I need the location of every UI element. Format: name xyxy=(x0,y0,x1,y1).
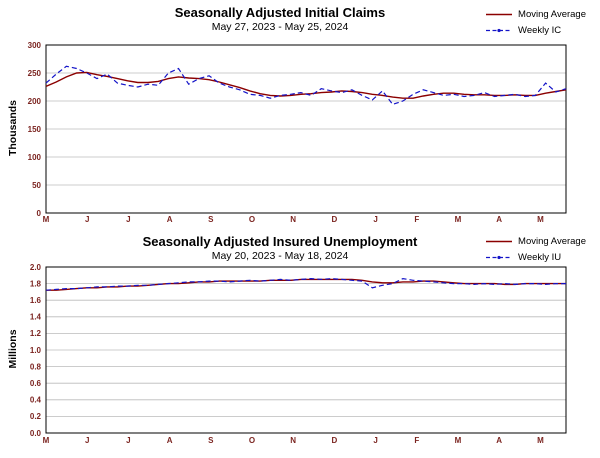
weekly-ic-line-sample xyxy=(486,28,513,33)
svg-text:J: J xyxy=(126,436,130,445)
legend: Moving Average Weekly IC xyxy=(485,9,586,36)
chart-subtitle: May 20, 2023 - May 18, 2024 xyxy=(211,250,349,262)
svg-text:200: 200 xyxy=(28,97,42,106)
legend-label: Weekly IU xyxy=(518,252,562,263)
svg-text:0.0: 0.0 xyxy=(30,429,42,438)
svg-text:A: A xyxy=(167,436,173,445)
svg-text:A: A xyxy=(167,215,173,224)
chart-title: Seasonally Adjusted Initial Claims xyxy=(174,5,386,20)
initial-claims-chart: Seasonally Adjusted Initial Claims May 2… xyxy=(7,5,586,224)
legend-item-moving-average: Moving Average xyxy=(485,236,586,247)
legend-label: Moving Average xyxy=(518,9,586,20)
svg-text:J: J xyxy=(85,215,89,224)
svg-text:250: 250 xyxy=(28,69,42,78)
svg-text:300: 300 xyxy=(28,41,42,50)
svg-text:D: D xyxy=(332,436,338,445)
svg-text:M: M xyxy=(43,436,50,445)
svg-text:0.8: 0.8 xyxy=(30,362,42,371)
svg-text:M: M xyxy=(537,436,544,445)
svg-text:A: A xyxy=(496,436,502,445)
svg-text:M: M xyxy=(537,215,544,224)
svg-text:M: M xyxy=(455,436,462,445)
svg-text:1.6: 1.6 xyxy=(30,296,42,305)
svg-text:1.8: 1.8 xyxy=(30,279,42,288)
legend-item-moving-average: Moving Average xyxy=(485,9,586,20)
chart-subtitle: May 27, 2023 - May 25, 2024 xyxy=(211,21,349,33)
svg-text:F: F xyxy=(414,436,419,445)
legend: Moving Average Weekly IU xyxy=(485,236,586,263)
legend-item-weekly-ic: Weekly IC xyxy=(485,25,586,36)
chart-title: Seasonally Adjusted Insured Unemployment xyxy=(142,234,418,249)
svg-text:J: J xyxy=(85,436,89,445)
svg-text:S: S xyxy=(208,436,214,445)
svg-text:150: 150 xyxy=(28,125,42,134)
svg-text:50: 50 xyxy=(32,181,41,190)
svg-text:N: N xyxy=(290,436,296,445)
svg-text:1.4: 1.4 xyxy=(30,313,42,322)
legend-item-weekly-iu: Weekly IU xyxy=(485,252,586,263)
legend-label: Moving Average xyxy=(518,236,586,247)
insured-unemployment-chart: Seasonally Adjusted Insured Unemployment… xyxy=(0,229,600,458)
svg-text:1.0: 1.0 xyxy=(30,346,42,355)
svg-text:D: D xyxy=(332,215,338,224)
svg-text:0: 0 xyxy=(37,209,42,218)
svg-text:O: O xyxy=(249,436,255,445)
svg-text:N: N xyxy=(290,215,296,224)
svg-text:J: J xyxy=(373,436,377,445)
legend-label: Weekly IC xyxy=(518,25,562,36)
weekly-iu-line-sample xyxy=(486,255,513,260)
svg-text:J: J xyxy=(373,215,377,224)
moving-average-line-sample xyxy=(486,240,513,243)
svg-text:2.0: 2.0 xyxy=(30,263,42,272)
svg-text:F: F xyxy=(414,215,419,224)
svg-text:0.4: 0.4 xyxy=(30,396,42,405)
svg-text:M: M xyxy=(455,215,462,224)
svg-text:1.2: 1.2 xyxy=(30,329,42,338)
svg-text:M: M xyxy=(43,215,50,224)
svg-text:J: J xyxy=(126,215,130,224)
initial-claims-plot: 0 50 100 150 200 250 300 M J J A S O N D J F M A M xyxy=(28,41,567,224)
svg-text:100: 100 xyxy=(28,153,42,162)
insured-unemployment-plot: 0.0 0.2 0.4 0.6 0.8 1.0 1.2 1.4 1.6 1.8 2.0 M J J A S O N… xyxy=(30,263,567,445)
svg-text:S: S xyxy=(208,215,214,224)
moving-average-line-sample xyxy=(486,13,513,16)
svg-text:0.6: 0.6 xyxy=(30,379,42,388)
svg-text:A: A xyxy=(496,215,502,224)
svg-text:0.2: 0.2 xyxy=(30,412,42,421)
svg-text:O: O xyxy=(249,215,255,224)
